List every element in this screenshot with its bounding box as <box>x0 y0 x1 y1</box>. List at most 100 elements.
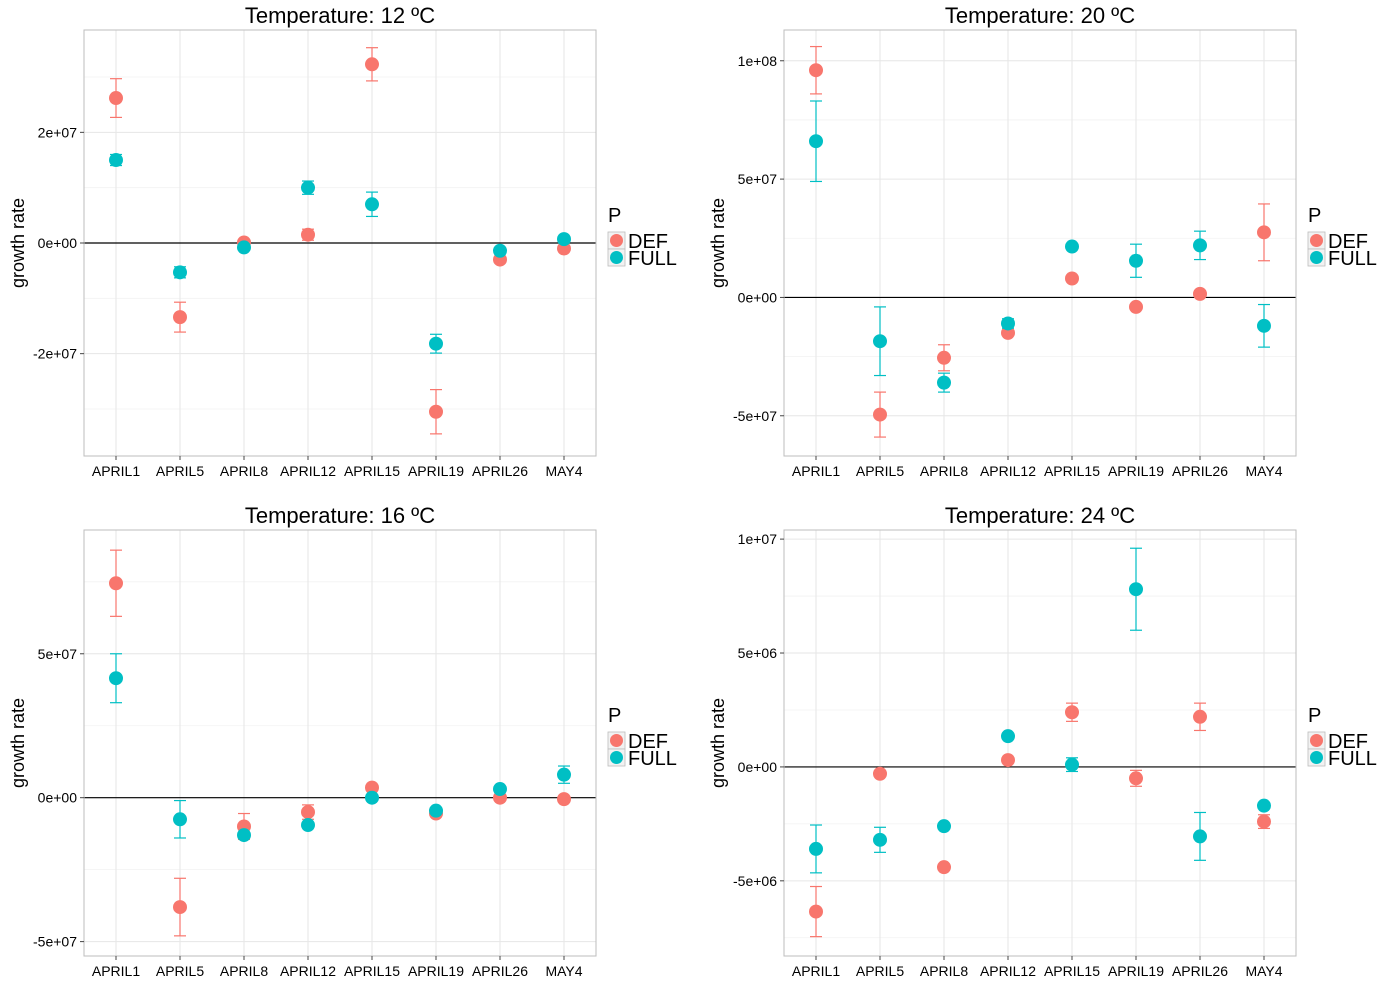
data-point <box>809 63 823 78</box>
y-axis-title: growth rate <box>708 198 728 288</box>
data-point <box>1257 318 1271 333</box>
x-tick-label: APRIL5 <box>856 463 904 479</box>
data-point <box>1129 253 1143 268</box>
data-point <box>873 832 887 847</box>
data-point <box>173 310 187 325</box>
chart-title: Temperature: 16 ºC <box>245 503 435 528</box>
data-point <box>109 671 123 686</box>
x-tick-label: APRIL12 <box>280 963 336 979</box>
data-point <box>557 767 571 782</box>
x-tick-label: APRIL19 <box>408 463 464 479</box>
data-point <box>301 818 315 833</box>
y-tick-label: 1e+07 <box>738 531 778 547</box>
data-point <box>1065 705 1079 720</box>
data-point <box>365 780 379 795</box>
data-point <box>557 232 571 247</box>
x-tick-label: APRIL26 <box>1172 463 1228 479</box>
x-tick-label: APRIL19 <box>408 963 464 979</box>
x-tick-label: APRIL5 <box>156 963 204 979</box>
x-tick-label: APRIL12 <box>980 963 1036 979</box>
legend-key-dot <box>610 234 623 247</box>
chart-panel-4: -5e+06 0e+00 5e+06 1e+07 APRIL1 APRIL5 APRIL8 A… <box>708 503 1377 979</box>
legend-key-dot <box>1310 234 1323 247</box>
legend-title: P <box>608 705 621 727</box>
data-point <box>1129 582 1143 597</box>
data-point <box>1065 271 1079 286</box>
data-point <box>937 375 951 390</box>
x-tick-label: APRIL15 <box>344 963 400 979</box>
data-point <box>493 782 507 797</box>
y-tick-label: 1e+08 <box>738 53 778 69</box>
x-tick-label: APRIL26 <box>1172 963 1228 979</box>
x-tick-label: APRIL5 <box>156 463 204 479</box>
x-tick-label: APRIL5 <box>856 963 904 979</box>
data-point <box>365 197 379 212</box>
data-point <box>809 841 823 856</box>
data-point <box>1001 729 1015 744</box>
x-tick-label: APRIL1 <box>92 463 140 479</box>
data-point <box>1193 286 1207 301</box>
legend-label-def: DEF <box>628 731 668 753</box>
data-point <box>809 134 823 149</box>
x-tick-label: APRIL1 <box>92 963 140 979</box>
data-point <box>937 819 951 834</box>
data-point <box>365 57 379 72</box>
data-point <box>1129 771 1143 786</box>
x-tick-label: APRIL19 <box>1108 963 1164 979</box>
plot-background <box>784 530 1296 956</box>
data-point <box>109 91 123 106</box>
x-tick-label: APRIL26 <box>472 463 528 479</box>
data-point <box>109 576 123 591</box>
x-tick-label: APRIL12 <box>980 463 1036 479</box>
data-point <box>937 350 951 365</box>
data-point <box>1257 225 1271 240</box>
y-axis-title: growth rate <box>8 198 28 288</box>
data-point <box>173 265 187 280</box>
legend-label-full: FULL <box>628 748 677 770</box>
y-tick-label: 0e+00 <box>738 289 778 305</box>
y-axis-title: growth rate <box>8 698 28 788</box>
data-point <box>1065 757 1079 772</box>
legend-label-full: FULL <box>1328 248 1377 270</box>
legend-label-def: DEF <box>628 231 668 253</box>
x-tick-label: APRIL15 <box>1044 963 1100 979</box>
y-tick-label: 0e+00 <box>38 235 78 251</box>
series-def <box>809 45 1271 438</box>
y-tick-label: 0e+00 <box>738 759 778 775</box>
data-point <box>1065 239 1079 254</box>
y-tick-label: 2e+07 <box>38 124 78 140</box>
y-tick-label: 0e+00 <box>38 790 78 806</box>
data-point <box>301 180 315 195</box>
y-tick-label: 5e+07 <box>738 171 778 187</box>
data-point <box>873 766 887 781</box>
x-tick-label: MAY4 <box>545 463 582 479</box>
plot-border <box>783 529 1297 957</box>
legend-label-def: DEF <box>1328 731 1368 753</box>
data-point <box>237 240 251 255</box>
x-tick-label: MAY4 <box>1245 963 1282 979</box>
x-tick-label: APRIL15 <box>344 463 400 479</box>
data-point <box>1193 238 1207 253</box>
chart-title: Temperature: 24 ºC <box>945 503 1135 528</box>
y-tick-label: 5e+07 <box>38 646 78 662</box>
data-point <box>1257 814 1271 829</box>
legend-title: P <box>608 205 621 227</box>
series-full <box>109 653 571 843</box>
x-tick-label: APRIL8 <box>220 463 268 479</box>
legend-key-dot <box>610 734 623 747</box>
x-tick-label: MAY4 <box>545 963 582 979</box>
data-point <box>1001 316 1015 331</box>
legend-key-dot <box>1310 751 1323 764</box>
x-tick-label: APRIL8 <box>220 963 268 979</box>
x-tick-label: APRIL1 <box>792 963 840 979</box>
data-point <box>557 792 571 807</box>
data-point <box>873 334 887 349</box>
y-axis-title: growth rate <box>708 698 728 788</box>
y-tick-label: -2e+07 <box>33 346 77 362</box>
data-point <box>109 153 123 168</box>
data-point <box>301 805 315 820</box>
series-def <box>809 702 1271 938</box>
